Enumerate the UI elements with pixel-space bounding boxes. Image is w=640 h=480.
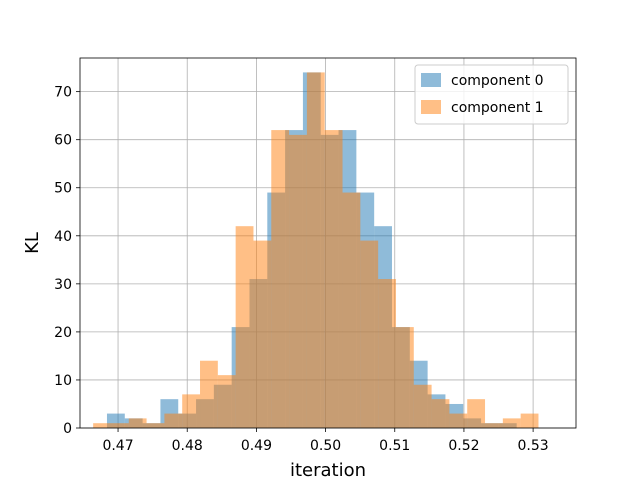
histogram-bar-component-1 xyxy=(324,130,343,428)
histogram-bar-component-1 xyxy=(378,279,396,428)
legend: component 0 component 1 xyxy=(414,64,569,125)
histogram-bar-component-1 xyxy=(289,134,307,428)
y-tick-label: 0 xyxy=(63,421,72,437)
histogram-bar-component-1 xyxy=(146,423,165,428)
x-tick-label: 0.53 xyxy=(518,438,549,454)
histogram-bar-component-1 xyxy=(360,240,379,428)
y-tick-label: 40 xyxy=(54,229,72,245)
legend-label-component-0: component 0 xyxy=(451,73,544,89)
histogram-bar-component-1 xyxy=(253,240,272,428)
y-tick-label: 70 xyxy=(54,85,72,101)
histogram-bar-component-1 xyxy=(449,413,468,428)
x-tick-label: 0.47 xyxy=(102,438,133,454)
histogram-bar-component-1 xyxy=(342,192,361,428)
legend-swatch-component-0 xyxy=(421,73,441,87)
x-axis-ticks: 0.47 0.48 0.49 0.50 0.51 0.52 0.53 xyxy=(102,428,549,454)
histogram-bar-component-1 xyxy=(502,418,521,428)
y-tick-label: 20 xyxy=(54,325,72,341)
x-tick-label: 0.49 xyxy=(241,438,272,454)
histogram-bar-component-1 xyxy=(93,423,111,428)
histogram-bar-component-1 xyxy=(235,226,254,428)
histogram-bar-component-1 xyxy=(306,72,325,428)
legend-swatch-component-1 xyxy=(421,100,441,114)
histogram-bar-component-1 xyxy=(164,413,183,428)
histogram-bar-component-1 xyxy=(413,384,432,428)
histogram-bar-component-1 xyxy=(200,360,218,428)
histogram-bar-component-1 xyxy=(271,130,290,428)
y-axis-label: KL xyxy=(22,232,43,254)
series-1-bars xyxy=(93,72,539,428)
plot-frame xyxy=(79,57,577,429)
histogram-bar-component-1 xyxy=(395,327,414,428)
y-tick-label: 30 xyxy=(54,277,72,293)
histogram-bar-component-1 xyxy=(217,375,236,428)
x-tick-label: 0.51 xyxy=(379,438,410,454)
x-tick-label: 0.48 xyxy=(172,438,203,454)
histogram-bar-component-1 xyxy=(467,399,486,428)
histogram-bar-component-1 xyxy=(110,423,129,428)
x-axis-label: iteration xyxy=(290,460,366,480)
histogram-bar-component-1 xyxy=(520,413,539,428)
legend-box xyxy=(414,64,569,125)
histogram-bar-component-1 xyxy=(182,394,201,428)
histogram-bar-component-1 xyxy=(485,423,503,428)
histogram-bar-component-1 xyxy=(128,418,147,428)
y-tick-label: 60 xyxy=(54,133,72,149)
x-tick-label: 0.50 xyxy=(310,438,341,454)
legend-label-component-1: component 1 xyxy=(451,100,544,116)
y-axis-ticks: 0 10 20 30 40 50 60 70 xyxy=(54,85,80,437)
y-tick-label: 50 xyxy=(54,181,72,197)
y-tick-label: 10 xyxy=(54,373,72,389)
x-tick-label: 0.52 xyxy=(448,438,479,454)
histogram-bar-component-1 xyxy=(431,399,450,428)
